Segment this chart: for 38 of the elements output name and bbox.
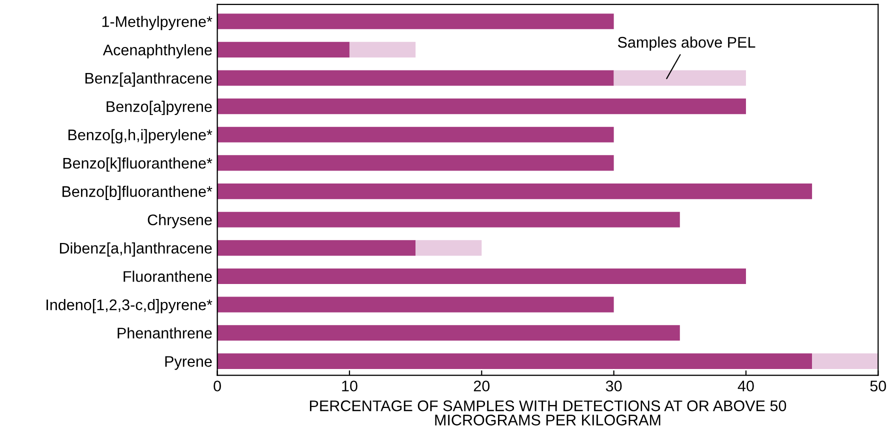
bar [812, 353, 878, 369]
bar [217, 212, 680, 228]
x-tick-label: 20 [474, 380, 490, 392]
y-tick-label: Benzo[g,h,i]perylene* [68, 129, 212, 144]
bar [614, 70, 746, 86]
bar [217, 14, 614, 30]
bar [217, 42, 350, 58]
y-tick-label: Indeno[1,2,3-c,d]pyrene* [46, 299, 212, 314]
x-tick-label: 10 [342, 380, 358, 392]
x-axis-title: PERCENTAGE OF SAMPLES WITH DETECTIONS AT OR ABOVE 50 MICROGRAMS PER KILOGRAM [310, 400, 786, 426]
bar [217, 353, 812, 369]
y-tick-label: Acenaphthylene [102, 44, 212, 58]
y-tick-label: Benzo[k]fluoranthene* [63, 157, 212, 172]
bar [217, 155, 614, 171]
bar [217, 98, 746, 114]
x-tick-label: 30 [606, 380, 622, 392]
y-tick-label: Chrysene [148, 214, 212, 228]
x-tick-label: 50 [870, 380, 886, 392]
bar [217, 268, 746, 284]
y-tick-label: Benzo[a]pyrene [106, 100, 212, 116]
x-tick-label: 0 [214, 380, 221, 392]
bar [217, 126, 614, 142]
bar [217, 325, 680, 341]
y-tick-label: Dibenz[a,h]anthracene [60, 242, 212, 257]
y-tick-label: Phenanthrene [118, 327, 212, 339]
annotation: Samples above PEL [618, 36, 756, 51]
bar [416, 240, 482, 256]
y-tick-label: Pyrene [165, 356, 212, 370]
bar [349, 42, 416, 58]
y-tick-label: Benzo[b]fluoranthene* [62, 186, 212, 200]
y-tick-label: Benz[a]anthracene [85, 72, 212, 87]
bar [217, 183, 812, 200]
bar [217, 296, 614, 312]
x-tick-label: 40 [738, 380, 754, 392]
bar [217, 240, 416, 256]
y-tick-label: Fluoranthene [124, 270, 212, 282]
bar [217, 70, 614, 86]
y-tick-label: 1-Methylpyrene* [102, 16, 212, 30]
